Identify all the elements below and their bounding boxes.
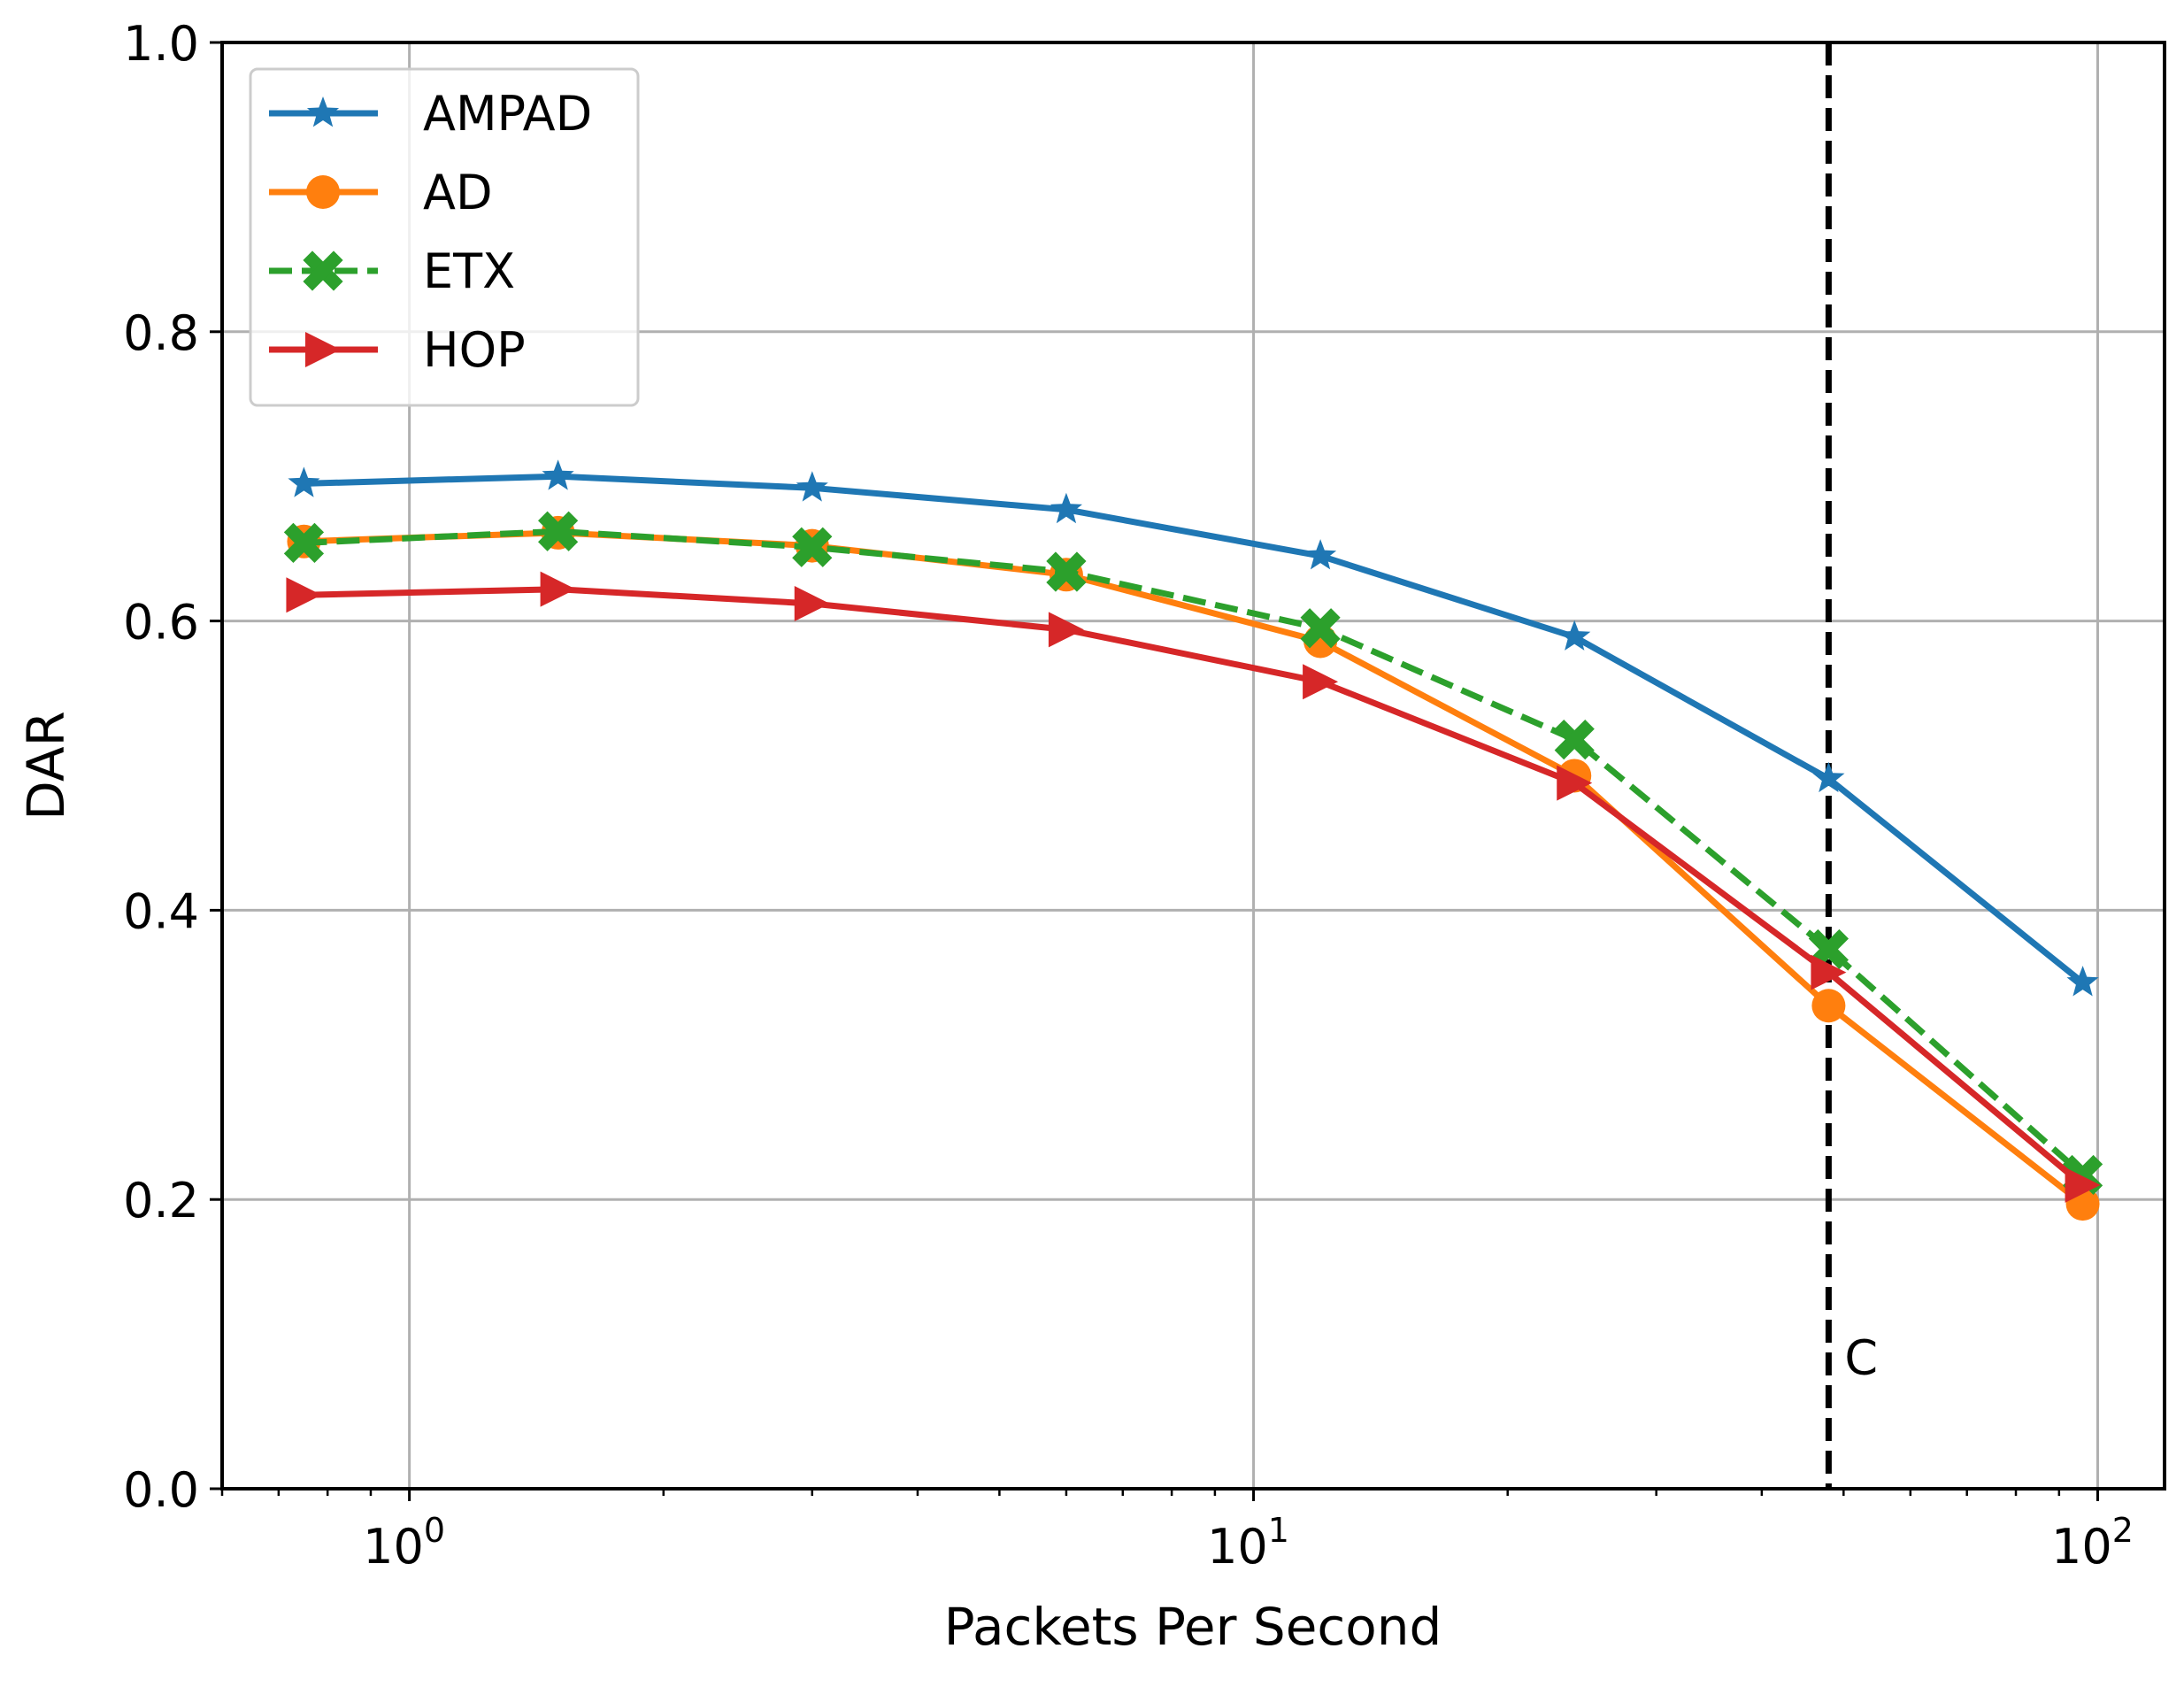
legend-marker-hop (305, 332, 341, 367)
y-tick-label: 0.8 (123, 305, 199, 361)
series-etx-point (537, 511, 579, 551)
series-hop-point (1303, 664, 1339, 700)
x-axis-label: Packets Per Second (944, 1597, 1442, 1657)
series-group (283, 459, 2103, 1221)
legend-marker-ad (306, 175, 340, 209)
legend-marker-etx (303, 250, 343, 291)
series-ampad-point (1558, 620, 1591, 651)
series-etx-point (1808, 928, 1849, 970)
y-tick-label: 0.2 (123, 1173, 199, 1229)
legend-label-hop: HOP (423, 322, 526, 378)
legend-label-ampad: AMPAD (423, 86, 592, 142)
x-tick-label: 101 (1207, 1511, 1289, 1575)
legend-label-etx: ETX (423, 243, 515, 299)
x-tick-label: 100 (363, 1511, 445, 1575)
x-tick-exponent: 1 (1268, 1511, 1289, 1550)
series-hop (286, 571, 2101, 1203)
y-tick-label: 0.4 (123, 883, 199, 939)
series-ampad (288, 459, 2099, 997)
series-hop-line (304, 586, 2085, 1188)
series-etx-point-stroke (792, 527, 833, 567)
series-ad-point (1811, 989, 1846, 1023)
series-ampad-point (2066, 966, 2099, 997)
legend-label-ad: AD (423, 165, 493, 220)
series-etx-line (304, 528, 2085, 1178)
y-tick-label: 0.6 (123, 595, 199, 651)
y-axis-label: DAR (16, 711, 76, 820)
series-etx-point (792, 527, 833, 567)
legend-marker-etx-stroke (303, 250, 343, 291)
series-ampad-point (1812, 761, 1845, 793)
y-tick-label: 1.0 (123, 16, 199, 72)
reference-vline-label: C (1844, 1330, 1878, 1386)
series-etx-point-stroke (1300, 608, 1341, 649)
x-tick-base: 10 (2051, 1519, 2112, 1575)
series-hop-point (286, 577, 322, 613)
series-etx-point (1046, 551, 1087, 592)
series-ampad-point (796, 471, 828, 502)
series-etx-point-stroke (1554, 719, 1595, 760)
series-etx-point-stroke (537, 511, 579, 551)
series-ampad-point (288, 466, 320, 497)
x-tick-label: 102 (2051, 1511, 2134, 1575)
series-ampad-point (542, 459, 574, 490)
series-etx-point-stroke (1808, 928, 1849, 970)
x-tick-exponent: 2 (2112, 1511, 2134, 1550)
series-hop-point (794, 585, 830, 621)
x-tick-exponent: 0 (424, 1511, 445, 1550)
series-hop-point (540, 571, 576, 607)
series-hop-point (1557, 765, 1593, 801)
legend-marker-ampad (306, 96, 340, 127)
legend: AMPAD AD ETX HOP (249, 67, 640, 407)
series-etx-point-stroke (1046, 551, 1087, 592)
series-ampad-point (1304, 539, 1337, 570)
series-etx-point (283, 522, 325, 563)
series-etx-point-stroke (283, 522, 325, 563)
series-hop-point (1811, 954, 1847, 990)
series-hop-point (1048, 612, 1084, 648)
x-tick-base: 10 (363, 1519, 424, 1575)
x-tick-base: 10 (1207, 1519, 1268, 1575)
series-ampad-line (304, 473, 2085, 985)
y-tick-label: 0.0 (123, 1462, 199, 1518)
series-ampad-point (1050, 492, 1082, 524)
legend-box (249, 67, 640, 407)
series-hop-point (2065, 1167, 2101, 1203)
series-etx-point (1300, 608, 1341, 649)
series-etx-point (1554, 719, 1595, 760)
plot-frame (220, 41, 2166, 1491)
